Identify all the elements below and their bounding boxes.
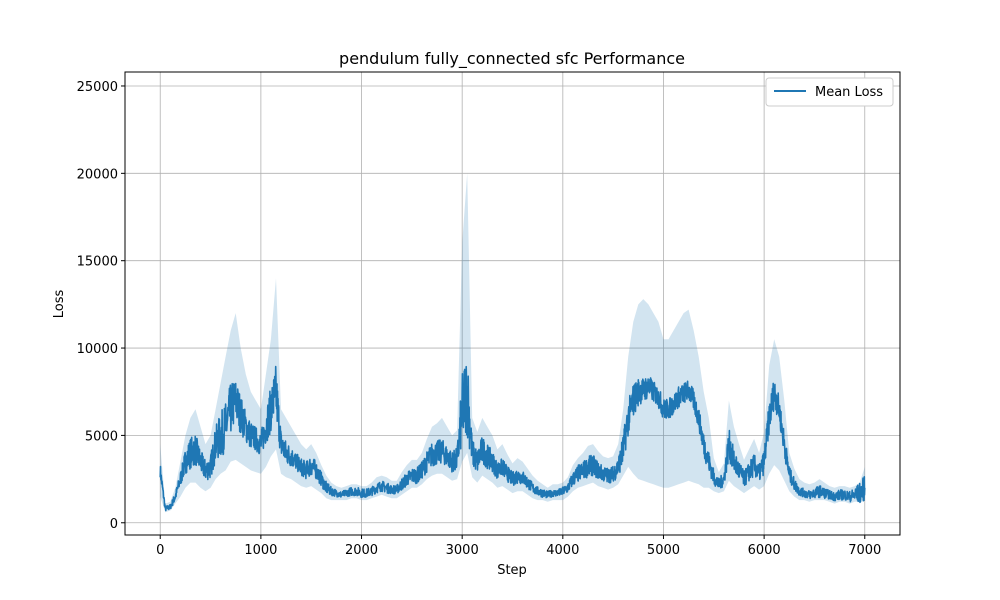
x-tick-label: 7000 (848, 543, 881, 558)
x-axis-label: Step (497, 563, 527, 578)
y-tick-label: 15000 (77, 255, 118, 270)
y-tick-label: 20000 (77, 167, 118, 182)
y-axis: 0 5000 10000 15000 20000 25000 (77, 80, 125, 532)
x-tick-label: 3000 (446, 543, 479, 558)
y-tick-label: 10000 (77, 342, 118, 357)
confidence-band (160, 173, 865, 513)
chart-title: pendulum fully_connected sfc Performance (339, 49, 685, 69)
x-tick-label: 5000 (647, 543, 680, 558)
x-tick-label: 2000 (345, 543, 378, 558)
grid (125, 72, 900, 535)
y-tick-label: 25000 (77, 80, 118, 95)
x-axis: 0 1000 2000 3000 4000 5000 6000 7000 (156, 535, 881, 558)
x-tick-label: 6000 (748, 543, 781, 558)
x-tick-label: 1000 (244, 543, 277, 558)
legend-box (765, 77, 894, 107)
x-tick-label: 4000 (546, 543, 579, 558)
legend: Mean Loss (765, 77, 894, 107)
loss-band (160, 173, 865, 513)
mean-loss-line (159, 365, 866, 512)
plot-frame (124, 71, 901, 536)
y-axis-label: Loss (52, 290, 67, 319)
legend-label: Mean Loss (815, 85, 883, 100)
series-line (159, 365, 866, 512)
y-tick-label: 5000 (85, 429, 118, 444)
y-tick-label: 0 (110, 517, 118, 532)
x-tick-label: 0 (156, 543, 164, 558)
